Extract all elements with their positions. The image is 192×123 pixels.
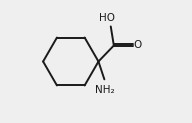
Text: NH₂: NH₂ [95, 85, 114, 95]
Text: O: O [133, 40, 142, 50]
Text: HO: HO [99, 13, 115, 23]
